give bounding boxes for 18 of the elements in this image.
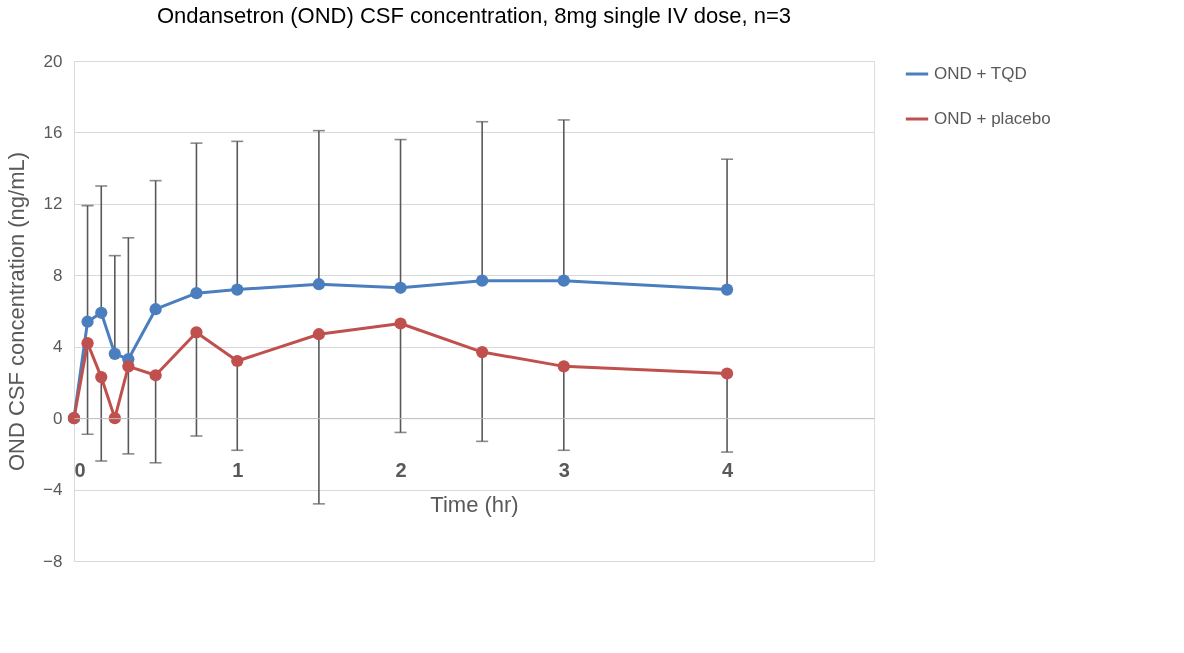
y-tick-label: 8 xyxy=(53,265,63,285)
x-tick-label: 2 xyxy=(395,458,407,481)
y-tick-label: 16 xyxy=(43,122,63,142)
legend-label: OND + placebo xyxy=(934,109,1051,128)
y-tick-label: −8 xyxy=(43,551,63,571)
y-tick-label: 20 xyxy=(43,51,63,71)
y-tick-label: −4 xyxy=(43,480,63,500)
y-tick-label: 12 xyxy=(43,194,63,214)
chart-title: Ondansetron (OND) CSF concentration, 8mg single IV dose, n=3 xyxy=(156,3,792,28)
x-tick-label: 0 xyxy=(74,458,86,481)
y-axis-title: OND CSF concentration (ng/mL) xyxy=(4,151,30,472)
x-axis-title: Time (hr) xyxy=(430,491,519,517)
y-tick-label: 0 xyxy=(53,408,63,428)
x-tick-label: 4 xyxy=(722,458,734,481)
y-tick-label: 4 xyxy=(53,337,63,357)
x-tick-label: 1 xyxy=(232,458,244,481)
x-tick-label: 3 xyxy=(558,458,570,481)
legend-label: OND + TQD xyxy=(934,64,1027,83)
